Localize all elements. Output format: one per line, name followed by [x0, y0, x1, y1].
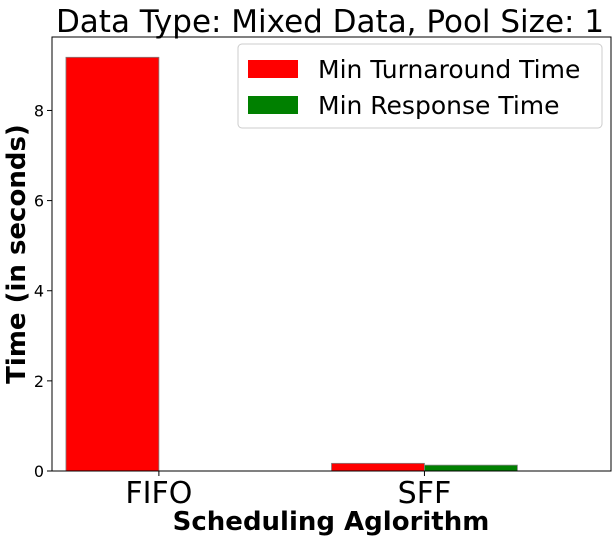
x-axis: FIFO SFF — [125, 471, 451, 511]
x-tick-label-sff: SFF — [398, 476, 452, 511]
bars — [65, 56, 518, 472]
legend-swatch-response — [248, 96, 298, 114]
legend-label-turnaround: Min Turnaround Time — [318, 55, 580, 84]
plot-frame — [51, 36, 612, 472]
x-tick-label-fifo: FIFO — [125, 476, 192, 511]
bar-sff-response — [424, 464, 518, 472]
legend-label-response: Min Response Time — [318, 91, 560, 120]
bar-fifo-turnaround — [65, 56, 160, 472]
y-tick-label: 0 — [34, 462, 44, 481]
legend-box — [237, 43, 603, 129]
legend-swatch-turnaround — [248, 60, 298, 78]
y-axis-label: Time (in seconds) — [2, 124, 32, 384]
chart-title: Data Type: Mixed Data, Pool Size: 1 — [56, 4, 604, 40]
x-axis-label: Scheduling Aglorithm — [173, 507, 490, 537]
bar-sff-turnaround — [331, 462, 425, 472]
y-tick-label: 6 — [34, 192, 44, 211]
legend: Min Turnaround Time Min Response Time — [237, 43, 603, 129]
y-tick-label: 2 — [34, 372, 44, 391]
y-tick-label: 8 — [34, 101, 44, 120]
y-axis: 0 2 4 6 8 — [34, 101, 52, 481]
y-tick-label: 4 — [34, 282, 44, 301]
